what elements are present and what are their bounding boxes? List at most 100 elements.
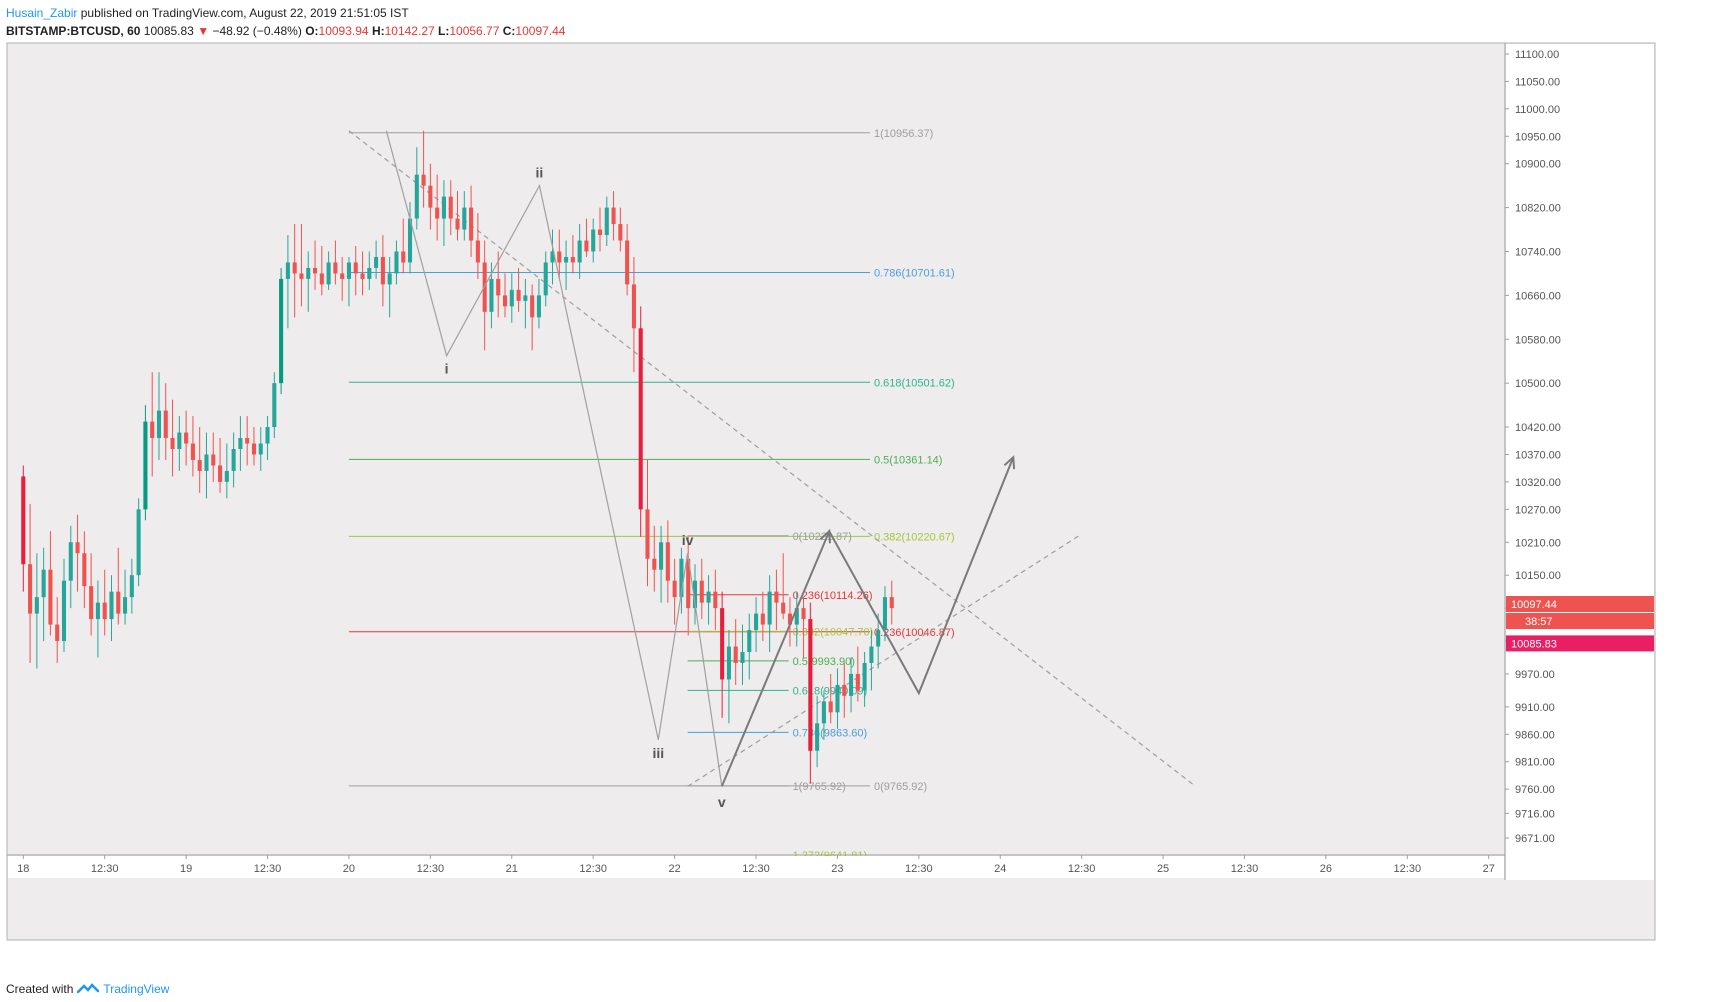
candle-body bbox=[679, 558, 684, 598]
price-tag-box bbox=[1506, 596, 1654, 613]
fib-level-label: 0.236(10046.87) bbox=[874, 627, 955, 639]
price-tag-text: 10085.83 bbox=[1511, 638, 1557, 650]
tradingview-link[interactable]: TradingView bbox=[103, 982, 170, 996]
candle-body bbox=[815, 723, 820, 751]
candle-body bbox=[156, 410, 162, 439]
candle-body bbox=[95, 602, 100, 620]
fib-level-label: 0.786(9863.60) bbox=[793, 727, 868, 739]
candle-body bbox=[163, 410, 168, 439]
candle-body bbox=[835, 684, 840, 713]
candle-body bbox=[21, 476, 26, 565]
candle-body bbox=[448, 196, 453, 219]
candle-body bbox=[177, 432, 182, 449]
fib-level-label: 0(9765.92) bbox=[874, 781, 927, 793]
candle-body bbox=[787, 613, 793, 625]
wave-label: i bbox=[445, 361, 449, 377]
fib-level-label: 1(10956.37) bbox=[874, 128, 933, 140]
candle-body bbox=[536, 295, 541, 318]
candle-body bbox=[855, 673, 860, 691]
candle-body bbox=[604, 207, 609, 236]
candle-body bbox=[285, 262, 290, 279]
wave-label: ii bbox=[536, 165, 544, 181]
candle-body bbox=[720, 608, 725, 680]
plot-background bbox=[6, 42, 1656, 941]
price-tick-label: 9970.00 bbox=[1515, 669, 1555, 681]
price-tick-label: 10420.00 bbox=[1515, 422, 1561, 434]
candle-body bbox=[462, 207, 467, 230]
candle-body bbox=[68, 542, 73, 581]
wave-path bbox=[385, 130, 723, 787]
price-tick-label: 10950.00 bbox=[1515, 131, 1561, 143]
low-value: 10056.77 bbox=[449, 24, 500, 38]
trend-lines bbox=[348, 130, 1196, 787]
price-tick-label: 9760.00 bbox=[1515, 784, 1555, 796]
candle-body bbox=[821, 701, 826, 724]
candle-body bbox=[496, 278, 501, 296]
candle-body bbox=[794, 608, 799, 625]
price-tick-label: 10900.00 bbox=[1515, 159, 1561, 171]
time-axis[interactable]: 18 12:30 19 12:30 20 12:30 21 12:30 22 12:30 23 12:… bbox=[7, 854, 1505, 878]
candle-body bbox=[530, 295, 535, 318]
candle-body bbox=[625, 240, 630, 285]
candle-body bbox=[170, 438, 175, 449]
candle-body bbox=[211, 454, 216, 466]
price-tick-label: 9860.00 bbox=[1515, 729, 1555, 741]
candle-body bbox=[882, 597, 888, 631]
fib-level-label: 0.618(10501.62) bbox=[874, 377, 955, 389]
high-label: H: bbox=[371, 24, 385, 38]
candle-body bbox=[564, 256, 569, 263]
candle-body bbox=[889, 597, 894, 609]
candle-body bbox=[360, 273, 365, 279]
candle-body bbox=[774, 591, 779, 603]
candle-body bbox=[631, 284, 636, 329]
projection-arrowhead bbox=[1003, 455, 1016, 470]
candle-body bbox=[89, 586, 94, 620]
candle-body bbox=[862, 662, 867, 691]
price-axis[interactable]: 11100.00 11050.00 11000.00 10950.00 10900.00… bbox=[1504, 43, 1654, 880]
candle-body bbox=[665, 542, 670, 581]
price-tick-label: 10320.00 bbox=[1515, 477, 1561, 489]
candle-body bbox=[407, 218, 413, 263]
time-tick-label: 27 bbox=[1483, 863, 1495, 875]
candle-body bbox=[319, 273, 324, 285]
time-tick-label: 22 bbox=[668, 863, 680, 875]
candle-body bbox=[523, 295, 528, 301]
author-link[interactable]: Husain_Zabir bbox=[6, 6, 78, 20]
time-tick-label: 12:30 bbox=[1231, 863, 1259, 875]
candle-body bbox=[692, 580, 698, 609]
candle-body bbox=[428, 185, 433, 208]
candle-body bbox=[570, 256, 575, 263]
candle-body bbox=[333, 262, 338, 274]
price-tick-label: 10370.00 bbox=[1515, 449, 1561, 461]
candle-body bbox=[75, 542, 80, 554]
candle-body bbox=[340, 273, 345, 279]
candle-body bbox=[577, 240, 582, 263]
price-tag-box bbox=[1506, 613, 1654, 630]
price-tick-label: 9671.00 bbox=[1515, 833, 1555, 845]
candle-body bbox=[699, 580, 704, 603]
price-tick-label: 10660.00 bbox=[1515, 290, 1561, 302]
candle-body bbox=[781, 602, 786, 614]
price-tag-box bbox=[1506, 635, 1654, 652]
time-tick-label: 19 bbox=[180, 863, 192, 875]
candle-body bbox=[224, 470, 229, 482]
projection-path bbox=[720, 456, 1015, 787]
candle-body bbox=[808, 619, 813, 751]
candle-body bbox=[421, 174, 426, 186]
candle-body bbox=[686, 558, 691, 609]
candle-body bbox=[509, 289, 514, 307]
dashed-trend-line bbox=[348, 130, 1196, 787]
projection-arrowhead bbox=[819, 529, 831, 544]
candle-body bbox=[645, 509, 650, 559]
time-tick-label: 12:30 bbox=[742, 863, 770, 875]
chart-header: Husain_Zabir published on TradingView.co… bbox=[6, 4, 565, 40]
candle-body bbox=[61, 580, 67, 642]
symbol-line: BITSTAMP:BTCUSD, 60 10085.83 ▼ −48.92 (−… bbox=[6, 22, 565, 40]
symbol-name: BITSTAMP:BTCUSD, 60 bbox=[6, 24, 141, 38]
time-tick-label: 12:30 bbox=[1394, 863, 1422, 875]
down-arrow-icon: ▼ bbox=[197, 24, 210, 38]
candle-body bbox=[258, 443, 263, 455]
time-tick-label: 21 bbox=[506, 863, 518, 875]
candle-body bbox=[387, 273, 392, 285]
